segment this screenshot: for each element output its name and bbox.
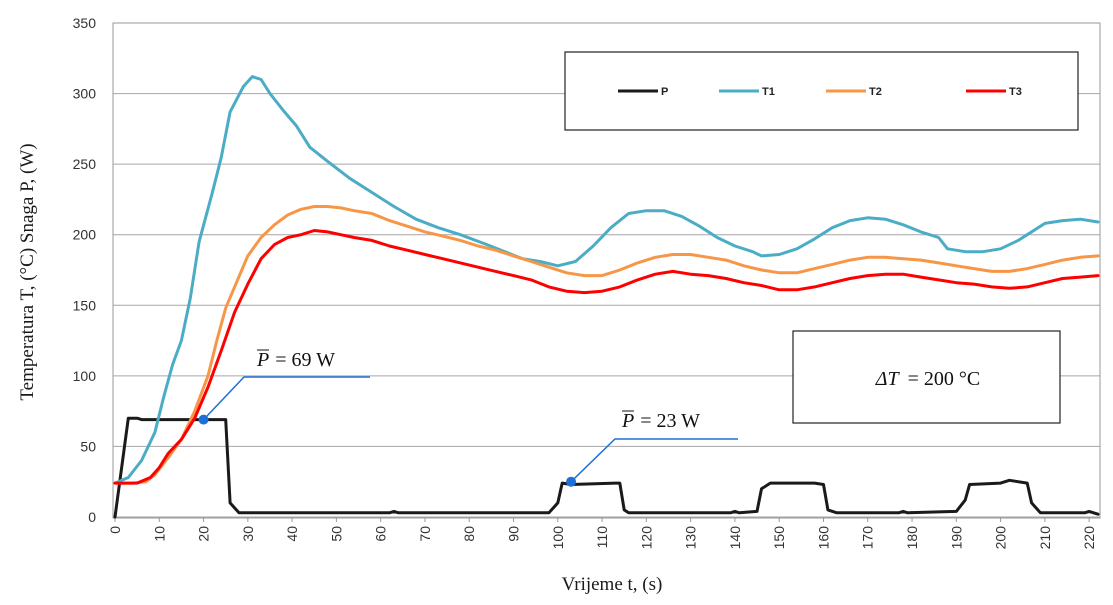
delta-t-box: ΔT = 200 °C	[792, 330, 1061, 424]
y-tick-labels: 0 50 100 150 200 250 300 350	[73, 15, 97, 525]
annotation-leader-line	[203, 376, 370, 421]
legend-label-t3: T3	[1009, 86, 1022, 98]
x-tick-label: 120	[638, 526, 654, 550]
x-tick-label: 130	[683, 526, 699, 550]
series-line-t2	[113, 205, 1100, 485]
y-tick-label: 350	[73, 15, 97, 31]
annotation-leader-line	[570, 438, 738, 483]
x-axis-title: Vrijeme t, (s)	[562, 574, 663, 595]
x-tick-label: 210	[1037, 526, 1053, 550]
y-tick-label: 300	[73, 86, 97, 102]
y-tick-label: 50	[80, 438, 96, 454]
legend-label-t1: T1	[762, 86, 775, 98]
x-tick-label: 160	[815, 526, 831, 550]
y-tick-label: 250	[73, 156, 97, 172]
legend: P T1 T2 T3	[564, 51, 1079, 131]
series-line-p	[113, 416, 1100, 519]
annotations: P = 69 W P = 23 W	[198, 349, 738, 487]
series-line-t3	[113, 229, 1100, 485]
y-tick-label: 150	[73, 297, 97, 313]
y-axis-title: Temperatura T, (°C) Snaga P, (W)	[17, 143, 38, 400]
annotation-marker	[198, 414, 209, 425]
x-tick-label: 40	[284, 526, 300, 542]
x-tick-label: 180	[904, 526, 920, 550]
x-tick-label: 110	[594, 526, 610, 549]
y-tick-label: 100	[73, 368, 97, 384]
x-tick-label: 190	[948, 526, 964, 550]
legend-label-p: P	[661, 86, 668, 98]
x-tick-label: 170	[860, 526, 876, 550]
plot-area-border	[112, 22, 1101, 519]
annotation-marker	[566, 476, 577, 487]
y-gridlines	[113, 22, 1100, 518]
delta-t-label: ΔT = 200 °C	[875, 368, 981, 390]
x-tick-label: 100	[550, 526, 566, 550]
x-tick-label: 60	[373, 526, 389, 542]
y-tick-label: 200	[73, 227, 97, 243]
annotation-label: P = 69 W	[256, 349, 335, 371]
annotation-label: P = 23 W	[621, 410, 700, 432]
legend-label-t2: T2	[869, 86, 882, 98]
y-tick-label: 0	[88, 509, 96, 525]
x-tick-label: 90	[506, 526, 522, 542]
x-tick-label: 140	[727, 526, 743, 550]
delta-t-symbol: ΔT	[875, 368, 901, 390]
x-tick-label: 80	[461, 526, 477, 542]
x-tick-label: 10	[151, 526, 167, 542]
x-tick-label: 20	[196, 526, 212, 542]
series-lines	[113, 75, 1100, 519]
x-tick-label: 200	[993, 526, 1009, 550]
x-tick-label: 30	[240, 526, 256, 542]
x-tick-label: 150	[771, 526, 787, 550]
x-tick-label: 50	[328, 526, 344, 542]
x-tick-label: 220	[1081, 526, 1097, 550]
x-tick-labels: 0 10 20 30 40 50 60 70 80 90 100 110 120 130 140 150 160…	[107, 517, 1097, 549]
delta-t-value: = 200 °C	[908, 368, 981, 390]
x-tick-label: 70	[417, 526, 433, 542]
x-tick-label: 0	[107, 526, 123, 534]
series-line-t1	[113, 75, 1100, 485]
delta-t-box-frame	[792, 330, 1061, 424]
